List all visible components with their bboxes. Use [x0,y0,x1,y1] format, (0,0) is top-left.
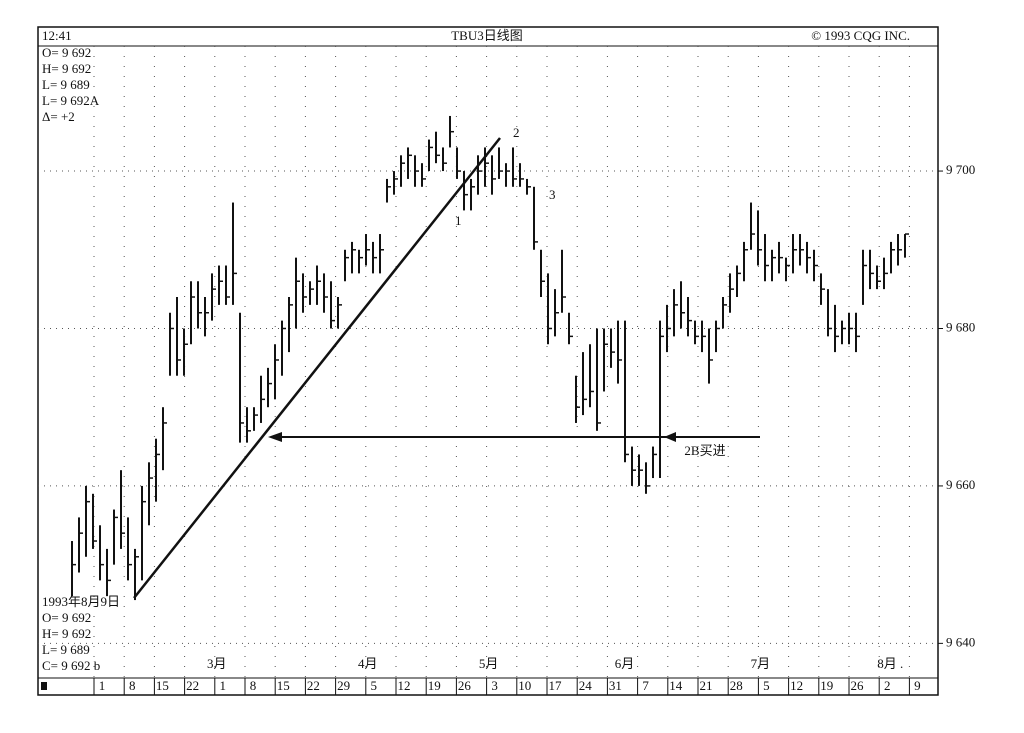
x-tick-label: 28 [730,678,743,693]
annotation: 2 [513,125,520,140]
info-line: H= 9 692 [42,626,91,641]
y-tick-label: 9 680 [946,319,975,334]
x-tick-label: 26 [458,678,472,693]
x-tick-label: 15 [156,678,169,693]
x-tick-label: 29 [337,678,350,693]
month-label: 3月 [207,656,227,671]
x-tick-label: 12 [398,678,411,693]
x-tick-label: 22 [307,678,320,693]
arrow-head [268,432,282,442]
x-tick-label: 8 [250,678,257,693]
month-label: 6月 [615,656,635,671]
annotation: 3 [549,187,556,202]
x-tick-label: 1 [99,678,106,693]
x-tick-label: 19 [428,678,441,693]
info-line: Δ= +2 [42,109,75,124]
chart-title: TBU3日线图 [451,28,523,43]
info-line: H= 9 692 [42,61,91,76]
month-label: 5月 [479,656,499,671]
x-tick-label: 5 [371,678,378,693]
x-tick-label: 7 [642,678,649,693]
info-line: C= 9 692 b [42,658,100,673]
x-tick-label: 14 [669,678,683,693]
y-tick-label: 9 640 [946,634,975,649]
month-label: 8月 . [877,656,903,671]
info-line: O= 9 692 [42,610,91,625]
x-tick-label: 5 [763,678,770,693]
info-line: L= 9 692A [42,93,100,108]
x-tick-label: 24 [579,678,593,693]
x-tick-label: 12 [790,678,803,693]
time: 12:41 [42,28,72,43]
arrow-head [664,432,676,442]
x-tick-label: 21 [700,678,713,693]
x-tick-label: 17 [549,678,563,693]
info-line: L= 9 689 [42,77,90,92]
x-tick-label: 3 [491,678,498,693]
y-tick-label: 9 700 [946,162,975,177]
x-tick-label: 31 [609,678,622,693]
month-label: 7月 [751,656,771,671]
annotation: 1 [455,213,462,228]
copyright-top: © 1993 CQG INC. [811,28,910,43]
trend-line [133,137,501,599]
annotation: 2B买进 [684,443,725,458]
x-tick-label: 9 [914,678,921,693]
x-tick-label: 26 [851,678,865,693]
x-tick-label: 19 [820,678,833,693]
info-line: O= 9 692 [42,45,91,60]
x-tick-label: 10 [518,678,531,693]
y-tick-label: 9 660 [946,477,975,492]
x-tick-label: 15 [277,678,290,693]
x-tick-label: 22 [186,678,199,693]
axis-marker [41,682,47,690]
month-label: 4月 [358,656,378,671]
frame [37,26,939,696]
x-tick-label: 8 [129,678,136,693]
info-line: L= 9 689 [42,642,90,657]
x-tick-label: 2 [884,678,891,693]
x-tick-label: 1 [220,678,227,693]
info-line: 1993年8月9日 [42,594,120,609]
